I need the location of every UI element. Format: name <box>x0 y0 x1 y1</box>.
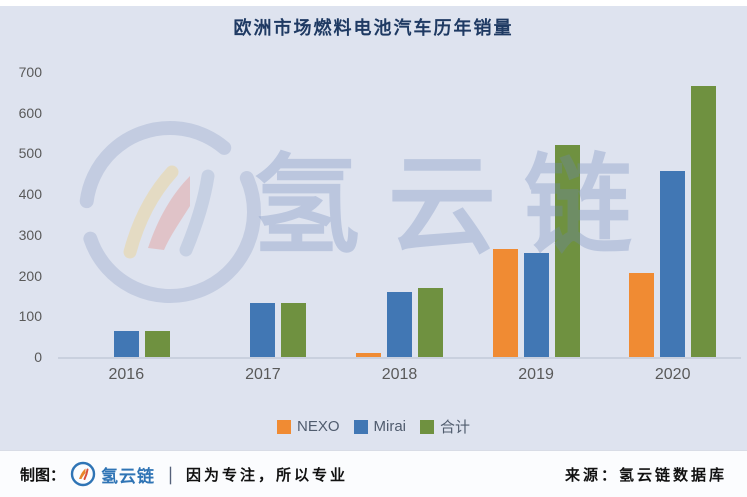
data-source-label: 来源：氢云链数据库 <box>564 466 727 484</box>
chart-title: 欧洲市场燃料电池汽车历年销量 <box>233 18 514 38</box>
legend-item-合计: 合计 <box>420 416 470 437</box>
top-white-strip <box>0 0 747 6</box>
footer-bar: 制图： 氢云链 ｜ 因为专注，所以专业 来源：氢云链数据库 <box>0 450 747 497</box>
plot-area <box>58 72 741 359</box>
made-by-label: 制图： <box>20 466 66 484</box>
bar-Mirai-2019 <box>523 253 549 357</box>
legend-label: 合计 <box>440 419 471 436</box>
bar-Mirai-2016 <box>113 330 139 357</box>
bar-NEXO-2019 <box>492 249 518 357</box>
y-tick-label: 600 <box>18 104 42 121</box>
bar-group-2016 <box>58 72 195 357</box>
brand-logo-icon <box>70 461 96 487</box>
brand-separator: ｜ <box>162 466 180 486</box>
legend: NEXO Mirai 合计 <box>0 416 747 437</box>
legend-item-Mirai: Mirai <box>353 418 407 435</box>
x-axis: 2016 2017 2018 2019 2020 <box>58 366 741 384</box>
legend-label: Mirai <box>373 418 407 435</box>
bar-group-2018 <box>331 72 468 357</box>
legend-swatch-icon <box>353 419 368 434</box>
legend-swatch-icon <box>420 419 434 434</box>
bar-合计-2019 <box>554 145 580 357</box>
y-tick-label: 500 <box>18 145 42 162</box>
bar-groups <box>58 72 741 357</box>
y-tick-label: 400 <box>18 186 42 203</box>
footer-credit: 制图： 氢云链 ｜ 因为专注，所以专业 <box>20 461 348 487</box>
bar-group-2017 <box>195 72 332 357</box>
bar-合计-2020 <box>691 86 717 357</box>
x-tick-label-2018: 2018 <box>381 366 418 383</box>
bar-合计-2016 <box>144 330 170 357</box>
y-axis: 0 100 200 300 400 500 600 700 <box>0 64 48 365</box>
brand-name: 氢云链 <box>101 466 156 486</box>
bar-Mirai-2020 <box>660 170 686 357</box>
x-tick-label-2019: 2019 <box>518 366 554 383</box>
bar-NEXO-2018 <box>355 352 381 357</box>
x-tick-label-2020: 2020 <box>654 366 691 383</box>
legend-swatch-icon <box>276 419 291 434</box>
bar-合计-2018 <box>417 287 443 357</box>
bar-group-2019 <box>468 72 605 357</box>
bar-Mirai-2017 <box>250 302 276 357</box>
bar-group-2020 <box>604 72 741 357</box>
y-tick-label: 700 <box>18 64 42 80</box>
y-tick-label: 200 <box>18 267 42 284</box>
brand-slogan: 因为专注，所以专业 <box>186 466 349 484</box>
x-tick-label-2017: 2017 <box>245 366 281 383</box>
y-tick-label: 0 <box>34 349 42 365</box>
y-tick-label: 300 <box>18 226 42 243</box>
y-tick-label: 100 <box>18 308 42 325</box>
legend-label: NEXO <box>296 418 340 435</box>
bar-合计-2017 <box>281 302 307 357</box>
legend-item-NEXO: NEXO <box>276 418 340 435</box>
bar-Mirai-2018 <box>386 291 412 357</box>
x-tick-label-2016: 2016 <box>108 366 145 383</box>
bar-NEXO-2020 <box>629 272 655 357</box>
